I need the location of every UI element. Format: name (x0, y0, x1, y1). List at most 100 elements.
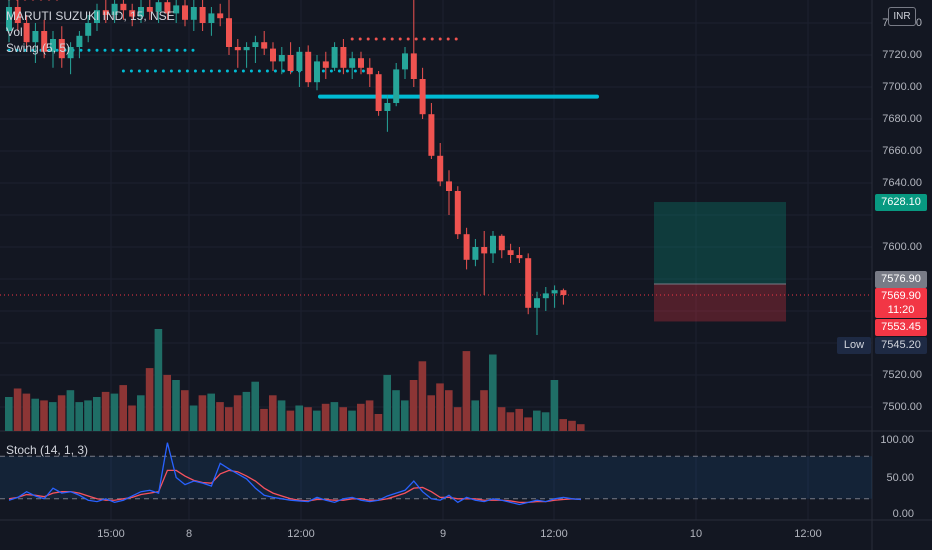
candle-body (94, 10, 100, 23)
volume-bar (216, 402, 224, 431)
swing-high-dot (446, 37, 450, 41)
time-tick: 10 (689, 528, 703, 540)
swing-low-dot (353, 69, 357, 73)
volume-bar (374, 414, 383, 431)
volume-bar (198, 395, 207, 431)
candle-body (419, 79, 426, 115)
candle-body (226, 18, 232, 47)
swing-high-dot (350, 37, 354, 41)
swing-low-dot (143, 48, 147, 52)
swing-low-dot (329, 69, 333, 73)
swing-low-dot (217, 69, 221, 73)
volume-bar (172, 380, 180, 431)
price-tick: 7640.00 (882, 177, 922, 189)
target-price-tag: 7628.10 (875, 194, 927, 211)
candle-body (173, 5, 180, 14)
chart-legend: MARUTI SUZUKI IND, 15, NSE Vol Swing (5,… (6, 8, 175, 56)
swing-low-dot (145, 69, 149, 73)
candle-body (41, 31, 48, 52)
volume-bar (145, 368, 154, 431)
candle-body (252, 42, 259, 47)
volume-bar (93, 397, 101, 431)
candle-body (463, 234, 470, 260)
swing-high-dot (438, 37, 442, 41)
swing-low-dot (169, 69, 173, 73)
candle-body (305, 51, 312, 83)
swing-low-dot (95, 48, 99, 52)
volume-bar (365, 400, 374, 431)
time-tick: 12:00 (287, 528, 315, 540)
candle-body (542, 293, 549, 299)
swing-low-dot (127, 48, 131, 52)
candle-body (243, 47, 250, 51)
swing-low-dot (7, 48, 11, 52)
candle-body (349, 58, 356, 68)
swing-high-dot (39, 0, 43, 1)
swing-low-dot (23, 48, 27, 52)
volume-bar (269, 395, 277, 431)
volume-bar (40, 400, 48, 431)
volume-bar (304, 407, 312, 431)
candle-body (208, 13, 215, 23)
candle-body (340, 47, 347, 68)
symbol-title[interactable]: MARUTI SUZUKI IND, 15, NSE (6, 9, 175, 23)
volume-bar (233, 395, 242, 431)
candle-body (402, 53, 408, 70)
volume-bar (550, 380, 559, 431)
swing-low-dot (47, 48, 51, 52)
candle-body (14, 7, 21, 23)
candle-body (32, 31, 39, 43)
loss-zone (654, 283, 786, 322)
volume-bar (207, 393, 215, 431)
volume-bar (260, 408, 268, 431)
volume-bar (330, 402, 339, 431)
volume-bar (497, 407, 506, 431)
swing-high-dot (366, 37, 370, 41)
swing-low-dot (265, 69, 269, 73)
volume-bar (128, 405, 136, 431)
candle-body (551, 290, 558, 294)
candle-body (76, 35, 83, 47)
swing-indicator-label[interactable]: Swing (5, 5) (6, 41, 71, 55)
price-tick: 7500.00 (882, 401, 922, 413)
swing-low-dot (175, 48, 179, 52)
volume-bar (251, 381, 259, 431)
swing-high-dot (422, 37, 426, 41)
stoch-d-line (8, 469, 582, 504)
stoch-tick: 100.00 (880, 434, 914, 446)
candle-body (358, 58, 364, 68)
swing-low-dot (103, 48, 107, 52)
candle-body (428, 114, 435, 156)
candle-body (287, 55, 294, 71)
swing-low-dot (119, 48, 123, 52)
volume-bar (321, 403, 330, 431)
swing-low-dot (111, 48, 115, 52)
swing-low-dot (209, 69, 213, 73)
volume-bar (22, 393, 31, 431)
swing-low-dot (87, 48, 91, 52)
swing-low-dot (249, 69, 253, 73)
volume-bar (392, 390, 400, 431)
volume-bar (277, 400, 286, 431)
swing-high-dot (55, 0, 59, 1)
volume-bar (13, 388, 22, 431)
volume-indicator-label[interactable]: Vol (6, 25, 23, 39)
volume-bar (84, 400, 92, 431)
stoch-indicator-label[interactable]: Stoch (14, 1, 3) (6, 443, 89, 457)
volume-bar (339, 407, 347, 431)
volume-bar (66, 390, 75, 431)
low-price-tag: 7545.20 (875, 337, 927, 354)
currency-badge[interactable]: INR (888, 7, 916, 26)
candle-body (138, 7, 144, 17)
stop-price-tag: 7553.45 (875, 319, 927, 336)
candle-body (314, 61, 320, 83)
time-tick: 12:00 (794, 528, 822, 540)
stoch-tick: 0.00 (892, 508, 914, 520)
volume-bar (154, 329, 163, 431)
swing-low-dot (241, 69, 245, 73)
swing-low-dot (321, 69, 325, 73)
entry-price-tag: 7576.90 (875, 271, 927, 288)
swing-low-dot (337, 69, 341, 73)
swing-high-dot (454, 37, 458, 41)
